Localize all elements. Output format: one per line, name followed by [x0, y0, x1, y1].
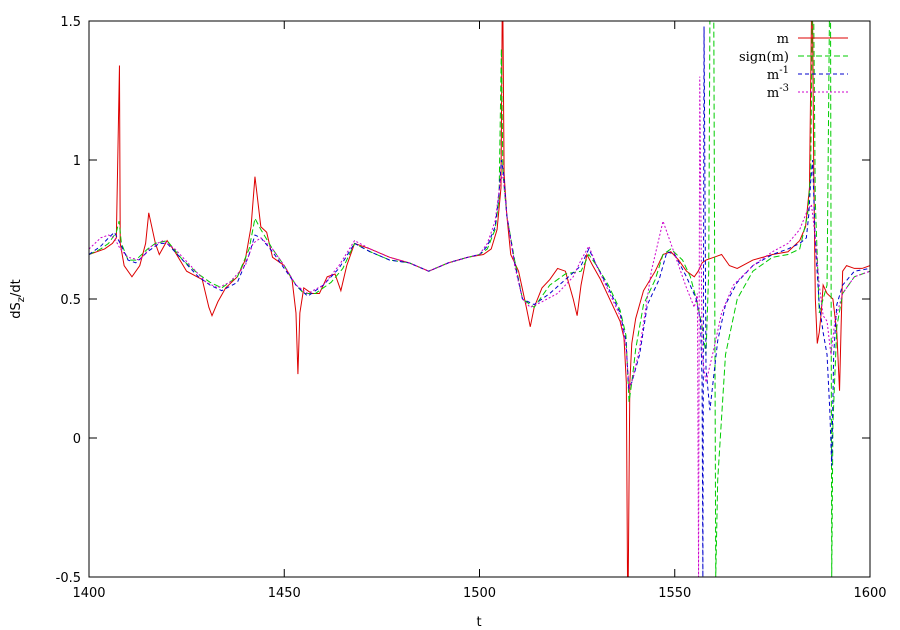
y-tick-label: 1.5 [60, 15, 81, 30]
series-line-1 [89, 21, 870, 577]
legend-label-1: sign(m) [739, 50, 789, 65]
legend-label-0: m [777, 32, 789, 47]
series-layer [89, 21, 870, 577]
y-tick-label: 0.5 [60, 293, 81, 308]
series-line-2 [89, 26, 870, 577]
series-line-0 [89, 21, 870, 577]
y-axis-label: dSz/dt [9, 279, 27, 319]
plot-frame [88, 20, 871, 578]
x-axis-label: t [476, 615, 481, 630]
axis-ticks: 1400 1450 1500 1550 1600 -0.5 0 0.5 1 1.5 [56, 15, 887, 601]
y-tick-label: -0.5 [56, 571, 81, 586]
x-tick-label: 1450 [268, 586, 301, 601]
x-tick-label: 1500 [463, 586, 496, 601]
series-line-3 [89, 76, 870, 577]
y-axis-label-text: dSz/dt [9, 279, 27, 319]
x-tick-label: 1600 [853, 586, 886, 601]
x-tick-label: 1400 [72, 586, 105, 601]
y-tick-label: 1 [73, 154, 81, 169]
x-tick-label: 1550 [658, 586, 691, 601]
y-tick-label: 0 [73, 432, 81, 447]
legend-label-3: m-3 [767, 83, 789, 101]
legend-label-2: m-1 [767, 65, 789, 83]
legend: m sign(m)m-1m-3 [739, 32, 848, 101]
